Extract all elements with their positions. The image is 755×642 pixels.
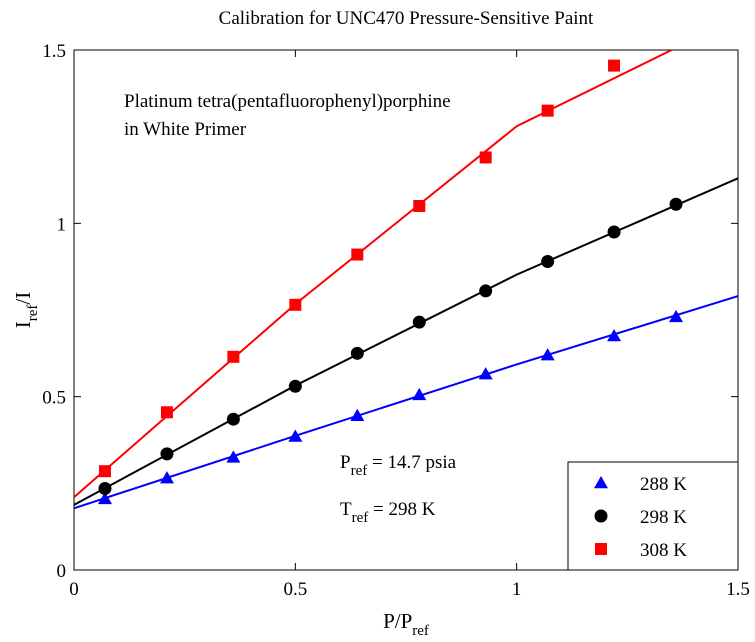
series-layer bbox=[74, 50, 738, 510]
y-axis-ticks: 0 0.5 1 1.5 bbox=[42, 41, 738, 582]
annotation-paint-line2: in White Primer bbox=[124, 119, 247, 140]
y-tick-label: 0 bbox=[57, 561, 67, 582]
data-point bbox=[98, 482, 112, 496]
data-point bbox=[540, 348, 555, 361]
data-point bbox=[226, 450, 241, 463]
data-point bbox=[98, 465, 111, 478]
data-point bbox=[412, 387, 427, 401]
y-tick-label: 1.5 bbox=[42, 41, 66, 62]
legend-marker bbox=[594, 476, 608, 489]
y-tick-label: 0.5 bbox=[42, 388, 66, 409]
data-point bbox=[479, 284, 493, 298]
annotation-paint-line1: Platinum tetra(pentafluorophenyl)porphin… bbox=[124, 91, 451, 112]
data-point bbox=[288, 429, 303, 442]
x-axis-ticks: 0 0.5 1 1.5 bbox=[69, 50, 750, 600]
x-axis-label: P/Pref bbox=[383, 609, 429, 639]
data-point bbox=[413, 200, 426, 212]
x-tick-label: 0.5 bbox=[283, 579, 307, 600]
data-point bbox=[479, 151, 492, 164]
legend: 288 K 298 K 308 K bbox=[567, 461, 739, 571]
series-line-1 bbox=[74, 177, 738, 506]
data-point bbox=[607, 225, 621, 239]
marker-layer bbox=[97, 59, 684, 505]
data-point bbox=[541, 104, 554, 117]
data-point bbox=[412, 315, 426, 329]
series-line-2 bbox=[74, 50, 673, 498]
x-tick-label: 0 bbox=[69, 579, 79, 600]
y-axis-label: Iref/I bbox=[11, 292, 41, 328]
x-tick-label: 1 bbox=[512, 579, 522, 600]
annotation-pref: Pref = 14.7 psia bbox=[340, 452, 457, 479]
data-point bbox=[541, 254, 555, 268]
legend-marker bbox=[594, 509, 608, 523]
data-point bbox=[160, 406, 173, 419]
data-point bbox=[350, 346, 364, 360]
data-point bbox=[478, 367, 493, 380]
data-point bbox=[288, 379, 302, 393]
legend-label: 298 K bbox=[640, 507, 687, 528]
data-point bbox=[351, 248, 364, 261]
data-point bbox=[160, 447, 174, 461]
series-line-0 bbox=[74, 295, 738, 510]
data-point bbox=[607, 329, 622, 342]
x-tick-label: 1.5 bbox=[726, 579, 750, 600]
data-point bbox=[227, 350, 240, 363]
data-point bbox=[289, 298, 302, 311]
data-point bbox=[608, 59, 621, 72]
data-point bbox=[97, 491, 112, 505]
legend-label: 288 K bbox=[640, 474, 687, 495]
y-tick-label: 1 bbox=[57, 214, 67, 235]
data-point bbox=[669, 197, 683, 211]
data-point bbox=[350, 408, 365, 421]
data-point bbox=[669, 309, 684, 323]
legend-marker bbox=[595, 543, 607, 555]
chart-title: Calibration for UNC470 Pressure-Sensitiv… bbox=[219, 8, 594, 29]
annotation-tref: Tref = 298 K bbox=[340, 499, 436, 526]
legend-label: 308 K bbox=[640, 540, 687, 561]
data-point bbox=[226, 412, 240, 426]
data-point bbox=[159, 471, 174, 484]
